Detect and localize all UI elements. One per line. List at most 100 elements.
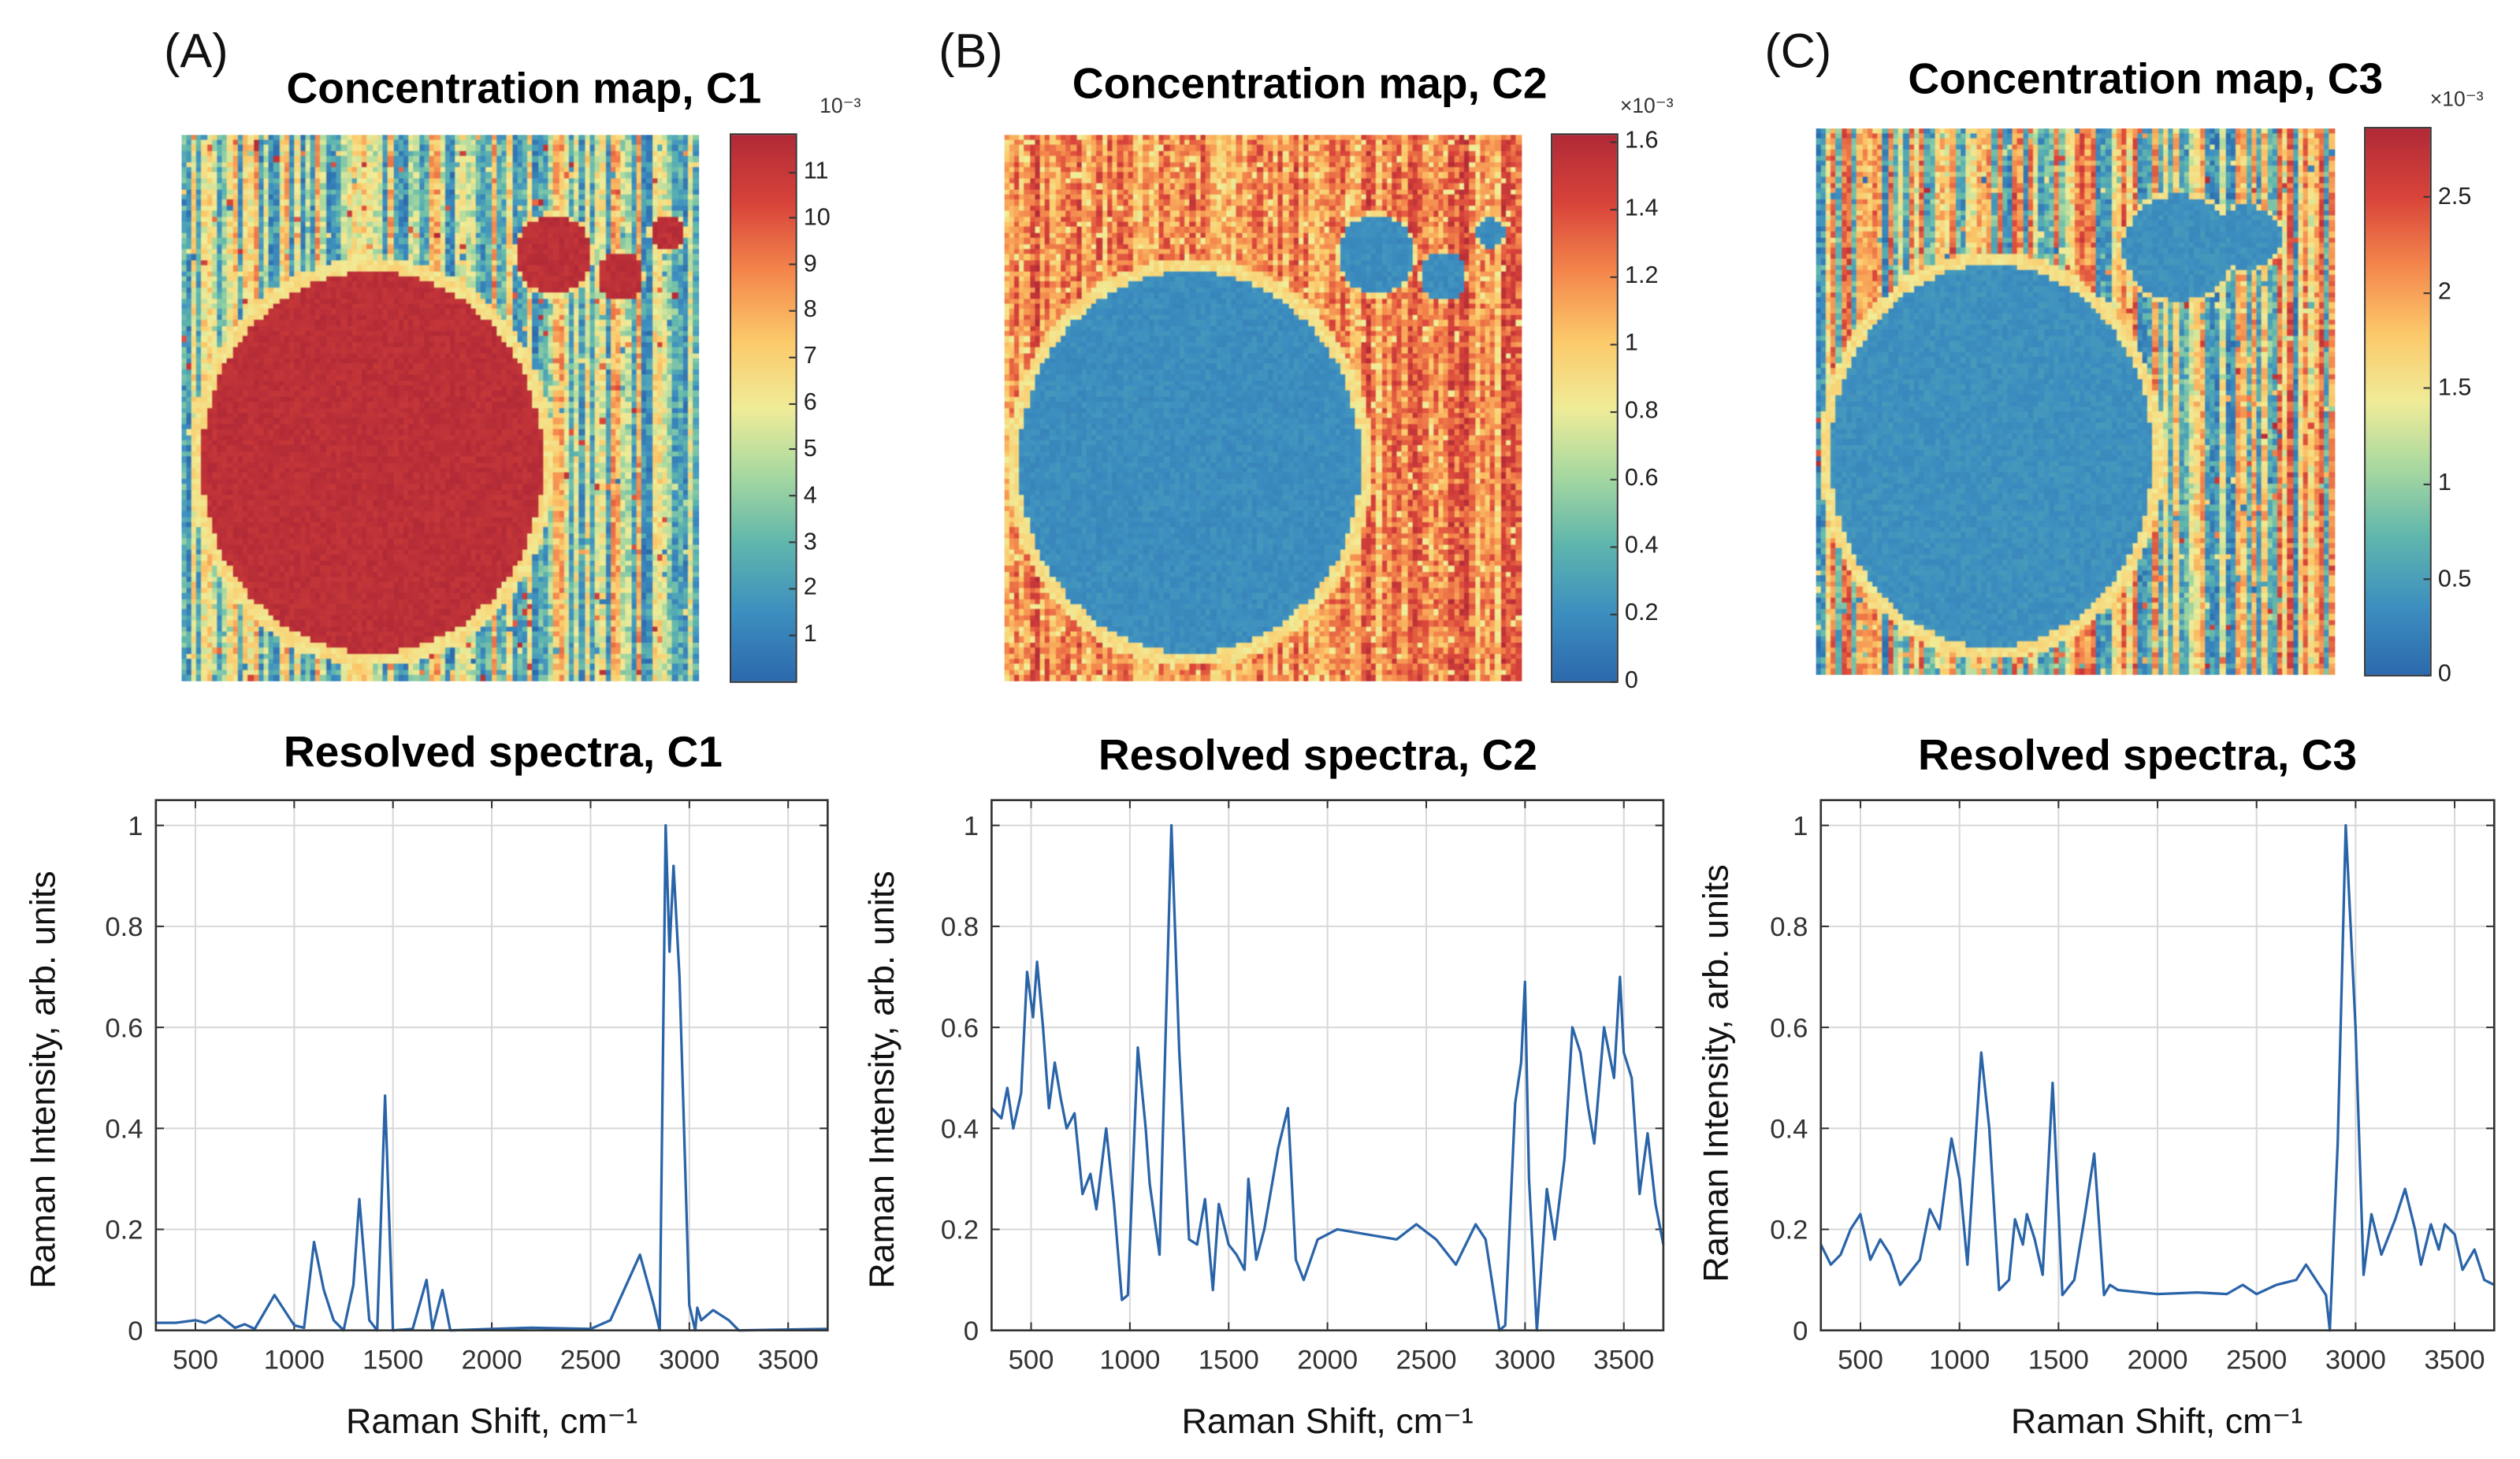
colorbar-exponent-c3: ×10⁻³ [2429, 87, 2484, 111]
x-tick-label: 1500 [1199, 1346, 1259, 1375]
spectrum-title-c2: Resolved spectra, C2 [1098, 730, 1537, 780]
panel-label-a: (A) [164, 25, 229, 79]
plot-frame [154, 799, 829, 1332]
colorbar-tick-mark [789, 310, 796, 312]
y-tick-label: 0.2 [105, 1216, 143, 1246]
colorbar-tick-mark [789, 356, 796, 358]
y-tick-label: 0.2 [941, 1216, 979, 1246]
colorbar-tick-mark [1610, 477, 1617, 480]
plot-frame [1819, 799, 2496, 1332]
colorbar-tick-mark [1610, 208, 1617, 210]
colorbar-exponent-c2: ×10⁻³ [1619, 93, 1674, 117]
colorbar-tick-label: 2 [2437, 278, 2451, 306]
y-tick-label: 1 [964, 811, 979, 841]
panel-label-c: (C) [1764, 25, 1832, 79]
x-tick-label: 1000 [264, 1346, 325, 1375]
colorbar-tick-mark [2423, 196, 2430, 199]
x-tick-label: 3000 [2325, 1346, 2386, 1375]
colorbar-tick-label: 4 [803, 481, 817, 509]
colorbar-tick-mark [1610, 680, 1617, 682]
map-title-c3: Concentration map, C3 [1908, 54, 2384, 103]
colorbar-c2 [1551, 133, 1619, 683]
colorbar-tick-label: 6 [803, 388, 817, 417]
y-tick-label: 0.8 [941, 912, 979, 942]
colorbar-tick-label: 8 [803, 296, 817, 324]
colorbar-c3 [2364, 127, 2432, 677]
colorbar-tick-mark [2423, 578, 2430, 581]
y-tick-label: 0.6 [941, 1013, 979, 1043]
x-tick-label: 2000 [2127, 1346, 2187, 1375]
colorbar-tick-label: 2 [803, 574, 817, 602]
colorbar-tick-label: 1 [1624, 329, 1638, 357]
x-tick-label: 1000 [1099, 1346, 1160, 1375]
y-tick-label: 0.8 [1770, 912, 1808, 942]
x-axis-label-c3: Raman Shift, cm⁻¹ [2010, 1401, 2303, 1442]
spectrum-line-c3 [1819, 824, 2496, 1332]
colorbar-tick-mark [789, 495, 796, 497]
x-tick-label: 2500 [1396, 1346, 1456, 1375]
spectrum-line-c2 [991, 824, 1665, 1332]
colorbar-tick-mark [1610, 410, 1617, 413]
colorbar-tick-label: 0 [2437, 660, 2451, 688]
colorbar-tick-mark [789, 633, 796, 636]
colorbar-tick-label: 0 [1624, 666, 1638, 695]
colorbar-tick-mark [789, 403, 796, 405]
y-tick-label: 0.4 [105, 1115, 143, 1145]
x-tick-label: 2500 [2226, 1346, 2287, 1375]
colorbar-tick-label: 3 [803, 528, 817, 555]
y-tick-label: 0.4 [1770, 1115, 1808, 1145]
colorbar-tick-label: 1.6 [1624, 127, 1659, 155]
colorbar-tick-mark [789, 217, 796, 220]
colorbar-tick-label: 10 [803, 203, 831, 232]
y-tick-label: 0 [964, 1316, 979, 1346]
colorbar-tick-mark [789, 263, 796, 265]
x-tick-label: 3500 [758, 1346, 819, 1375]
colorbar-tick-mark [789, 588, 796, 590]
x-axis-label-c2: Raman Shift, cm⁻¹ [1181, 1401, 1474, 1442]
colorbar-tick-mark [1610, 613, 1617, 615]
colorbar-tick-mark [1610, 276, 1617, 278]
colorbar-tick-label: 5 [803, 435, 817, 463]
colorbar-tick-mark [2423, 291, 2430, 294]
spectrum-title-c1: Resolved spectra, C1 [283, 727, 723, 777]
colorbar-tick-label: 0.4 [1624, 532, 1659, 559]
x-tick-label: 500 [173, 1346, 218, 1375]
colorbar-tick-label: 1.2 [1624, 262, 1659, 290]
x-tick-label: 1500 [362, 1346, 423, 1375]
colorbar-tick-label: 11 [803, 157, 829, 185]
x-axis-label-c1: Raman Shift, cm⁻¹ [345, 1401, 638, 1442]
colorbar-c1 [729, 133, 797, 683]
y-tick-label: 1 [1793, 811, 1808, 841]
y-tick-label: 0.4 [941, 1115, 979, 1145]
y-tick-label: 0.8 [105, 912, 143, 942]
plot-frame [991, 799, 1665, 1332]
y-tick-label: 0 [1793, 1316, 1808, 1346]
colorbar-tick-mark [789, 171, 796, 173]
x-tick-label: 3000 [1495, 1346, 1555, 1375]
colorbar-tick-label: 1.4 [1624, 195, 1659, 222]
colorbar-tick-label: 1 [803, 620, 817, 648]
x-tick-label: 500 [1009, 1346, 1054, 1375]
colorbar-tick-mark [789, 541, 796, 544]
map-title-c2: Concentration map, C2 [1072, 59, 1548, 108]
colorbar-tick-mark [1610, 343, 1617, 345]
colorbar-tick-mark [1610, 545, 1617, 548]
colorbar-tick-label: 2.5 [2437, 183, 2472, 210]
x-tick-label: 1500 [2028, 1346, 2089, 1375]
y-tick-label: 0.6 [1770, 1013, 1808, 1043]
colorbar-tick-label: 0.2 [1624, 599, 1659, 627]
colorbar-tick-label: 1 [2437, 469, 2451, 497]
spectrum-title-c3: Resolved spectra, C3 [1918, 730, 2358, 780]
spectrum-line-c1 [155, 824, 828, 1332]
x-tick-label: 500 [1838, 1346, 1883, 1375]
colorbar-tick-label: 0.8 [1624, 396, 1659, 425]
map-title-c1: Concentration map, C1 [286, 64, 762, 113]
colorbar-tick-mark [789, 448, 796, 451]
colorbar-tick-mark [1610, 140, 1617, 143]
colorbar-tick-label: 1.5 [2437, 373, 2472, 402]
y-tick-label: 0 [128, 1316, 143, 1346]
concentration-map-c1 [181, 135, 700, 681]
colorbar-tick-mark [2423, 483, 2430, 485]
colorbar-tick-label: 0.5 [2437, 564, 2472, 592]
